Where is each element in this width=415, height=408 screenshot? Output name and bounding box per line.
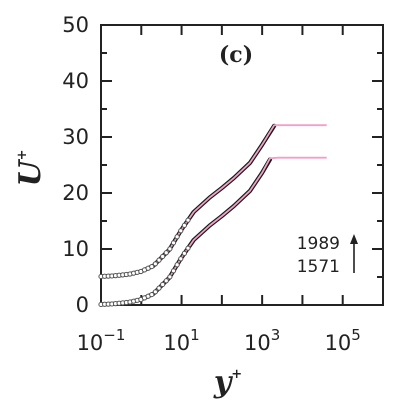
x-axis-title-sup: +	[231, 367, 242, 382]
y-tick-label: 30	[62, 125, 89, 149]
y-tick-label: 10	[62, 237, 89, 261]
annotation-arrow-head	[350, 234, 358, 244]
y-tick-label: 40	[62, 69, 89, 93]
model-line	[100, 156, 327, 306]
dns-marker	[160, 281, 166, 288]
dns-marker	[156, 285, 162, 291]
dns-marker	[185, 217, 191, 223]
dns-marker	[181, 250, 187, 256]
dns-marker	[163, 250, 169, 256]
x-tick-label-exponent: −1	[103, 326, 125, 344]
x-tick-label: 103	[244, 326, 280, 355]
x-tick-label-exponent: 3	[271, 326, 281, 344]
dns-marker	[178, 228, 184, 234]
y-axis-title-sup: +	[15, 149, 30, 160]
dns-marker	[185, 245, 191, 251]
dns-marker	[170, 240, 177, 246]
x-tick-label-base: 10	[163, 331, 190, 355]
dns-marker	[167, 274, 173, 280]
dns-marker	[174, 262, 180, 268]
x-axis-title-text: y	[213, 365, 234, 400]
series-layer	[98, 123, 327, 308]
dns-marker	[167, 246, 173, 252]
y-axis-title: U+	[13, 149, 48, 186]
dns-marker	[152, 289, 158, 295]
dns-line	[98, 157, 273, 307]
x-tick-label-base: 10	[77, 331, 104, 355]
dns-marker	[152, 261, 158, 267]
x-tick-label: 105	[325, 326, 361, 355]
x-tick-label-exponent: 1	[190, 326, 200, 344]
dns-marker	[170, 268, 177, 274]
model-line	[100, 124, 327, 278]
dns-marker	[163, 278, 169, 284]
dns-marker	[174, 234, 180, 240]
annotation: 1989 1571	[297, 234, 358, 277]
dns-marker	[149, 291, 155, 298]
annotation-label-1989: 1989	[297, 234, 340, 254]
dns-line	[98, 123, 277, 279]
y-tick-label: 20	[62, 181, 89, 205]
y-tick-label: 0	[76, 293, 89, 317]
x-axis-title: y+	[213, 365, 242, 400]
annotation-label-1571: 1571	[297, 257, 340, 277]
dns-marker	[178, 256, 184, 262]
dns-marker	[160, 253, 166, 260]
series-re-1989	[98, 123, 327, 280]
panel-label: (c)	[219, 42, 253, 68]
x-tick-label-base: 10	[325, 331, 352, 355]
x-tick-label-base: 10	[244, 331, 271, 355]
x-tick-label-exponent: 5	[351, 326, 361, 344]
x-tick-label: 101	[163, 326, 199, 355]
x-tick-label: 10−1	[77, 326, 126, 355]
dns-marker	[181, 222, 187, 228]
dns-marker	[156, 257, 162, 263]
dns-marker	[149, 263, 155, 270]
series-re-1571	[98, 156, 327, 308]
y-axis-title-text: U	[13, 159, 48, 187]
y-tick-label: 50	[62, 13, 89, 37]
